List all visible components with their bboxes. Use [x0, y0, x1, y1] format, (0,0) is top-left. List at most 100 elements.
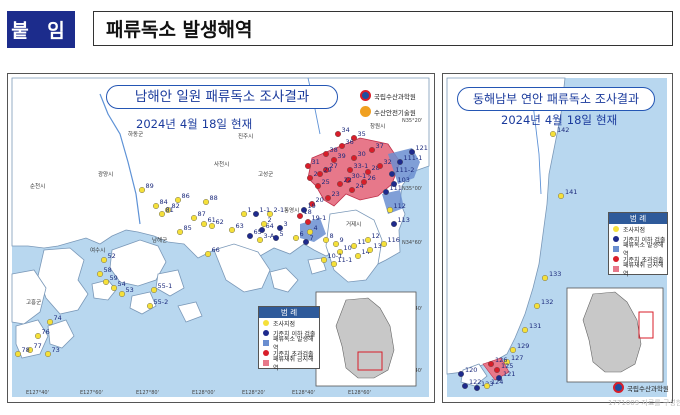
station-label: 24	[356, 182, 364, 190]
station-marker	[323, 150, 330, 157]
station-label: 30-1	[352, 172, 367, 180]
longitude-label: E127°80'	[136, 390, 159, 396]
station-label: 85	[184, 224, 192, 232]
region-label: 광양시	[98, 170, 113, 178]
station-label: 37	[376, 142, 384, 150]
station-label: 27	[330, 162, 338, 170]
station-label: 66	[212, 246, 220, 254]
station-label: 78	[22, 346, 30, 354]
station-label: 55-1	[158, 282, 173, 290]
station-marker	[200, 220, 207, 227]
station-label: 131	[529, 322, 541, 330]
longitude-label: E128°40'	[292, 390, 315, 396]
attachment-label: 붙 임	[7, 11, 75, 48]
south-map-date: 2024년 4월 18일 현재	[136, 117, 253, 131]
region-label: 거제시	[346, 220, 361, 228]
station-label: 35	[358, 130, 366, 138]
station-label: 89	[146, 182, 154, 190]
longitude-label: E128°60'	[348, 390, 371, 396]
station-label: 11-1	[338, 256, 353, 264]
station-marker	[208, 222, 215, 229]
longitude-label: E128°20'	[242, 390, 265, 396]
station-marker	[305, 162, 312, 169]
latitude-label: N35°00'	[402, 186, 422, 192]
station-marker	[204, 250, 211, 257]
station-label: 38	[330, 146, 338, 154]
station-label: 54	[118, 280, 126, 288]
station-label: 26	[368, 174, 376, 182]
station-label: 120	[465, 366, 477, 374]
station-label: 61	[208, 216, 216, 224]
station-label: 111	[390, 184, 402, 192]
station-label: 64	[266, 222, 274, 230]
station-marker	[549, 131, 556, 138]
station-marker	[174, 196, 181, 203]
station-marker	[337, 180, 344, 187]
station-marker	[349, 186, 356, 193]
station-label: 86	[182, 192, 190, 200]
station-marker	[409, 148, 416, 155]
station-marker	[323, 236, 330, 243]
station-marker	[305, 218, 312, 225]
station-label: 20	[316, 196, 324, 204]
station-label: 142	[557, 126, 569, 134]
station-marker	[331, 156, 338, 163]
station-label: 30	[358, 150, 366, 158]
station-marker	[293, 234, 300, 241]
region-label: 진주시	[238, 132, 253, 140]
station-label: 121	[416, 144, 428, 152]
station-label: 76	[42, 328, 50, 336]
station-label: 4	[314, 224, 318, 232]
station-marker	[301, 206, 308, 213]
station-marker	[102, 278, 109, 285]
station-marker	[309, 200, 316, 207]
station-marker	[509, 347, 516, 354]
station-marker	[258, 226, 265, 233]
longitude-label: E127°60'	[80, 390, 103, 396]
station-marker	[351, 135, 358, 142]
station-marker	[462, 383, 469, 390]
station-marker	[365, 236, 372, 243]
station-label: 121	[503, 370, 515, 378]
station-label: 126	[495, 356, 507, 364]
page-title: 패류독소 발생해역	[93, 11, 673, 46]
east-map-title: 동해남부 연안 패류독소 조사결과	[457, 87, 655, 111]
station-marker	[457, 371, 464, 378]
station-marker	[391, 180, 398, 187]
station-marker	[504, 359, 511, 366]
south-map-title: 남해안 일원 패류독소 조사결과	[106, 85, 338, 109]
region-label: 하동군	[128, 130, 143, 138]
station-marker	[256, 236, 263, 243]
station-marker	[202, 198, 209, 205]
station-label: 8	[330, 232, 334, 240]
station-marker	[541, 274, 548, 281]
station-label: 2-1	[274, 206, 285, 214]
station-label: 111-1	[404, 154, 423, 162]
station-marker	[47, 318, 54, 325]
station-marker	[331, 260, 338, 267]
station-marker	[355, 252, 362, 259]
station-label: 10-1	[328, 252, 343, 260]
station-label: 9	[340, 236, 344, 244]
station-marker	[325, 194, 332, 201]
station-label: 116	[388, 236, 400, 244]
station-marker	[391, 220, 398, 227]
station-marker	[96, 270, 103, 277]
station-label: 141	[565, 188, 577, 196]
station-marker	[118, 290, 125, 297]
station-label: 122	[469, 378, 481, 386]
station-marker	[273, 234, 280, 241]
station-marker	[252, 210, 259, 217]
station-marker	[351, 242, 358, 249]
station-label: 63	[236, 222, 244, 230]
region-label: 여수시	[90, 246, 105, 254]
station-marker	[345, 176, 352, 183]
region-label: 사천시	[214, 160, 229, 168]
station-label: 127	[511, 354, 523, 362]
station-marker	[323, 166, 330, 173]
station-marker	[240, 210, 247, 217]
station-marker	[27, 347, 34, 354]
station-marker	[297, 212, 304, 219]
east-map-date: 2024년 4월 18일 현재	[501, 113, 618, 127]
station-marker	[347, 166, 354, 173]
